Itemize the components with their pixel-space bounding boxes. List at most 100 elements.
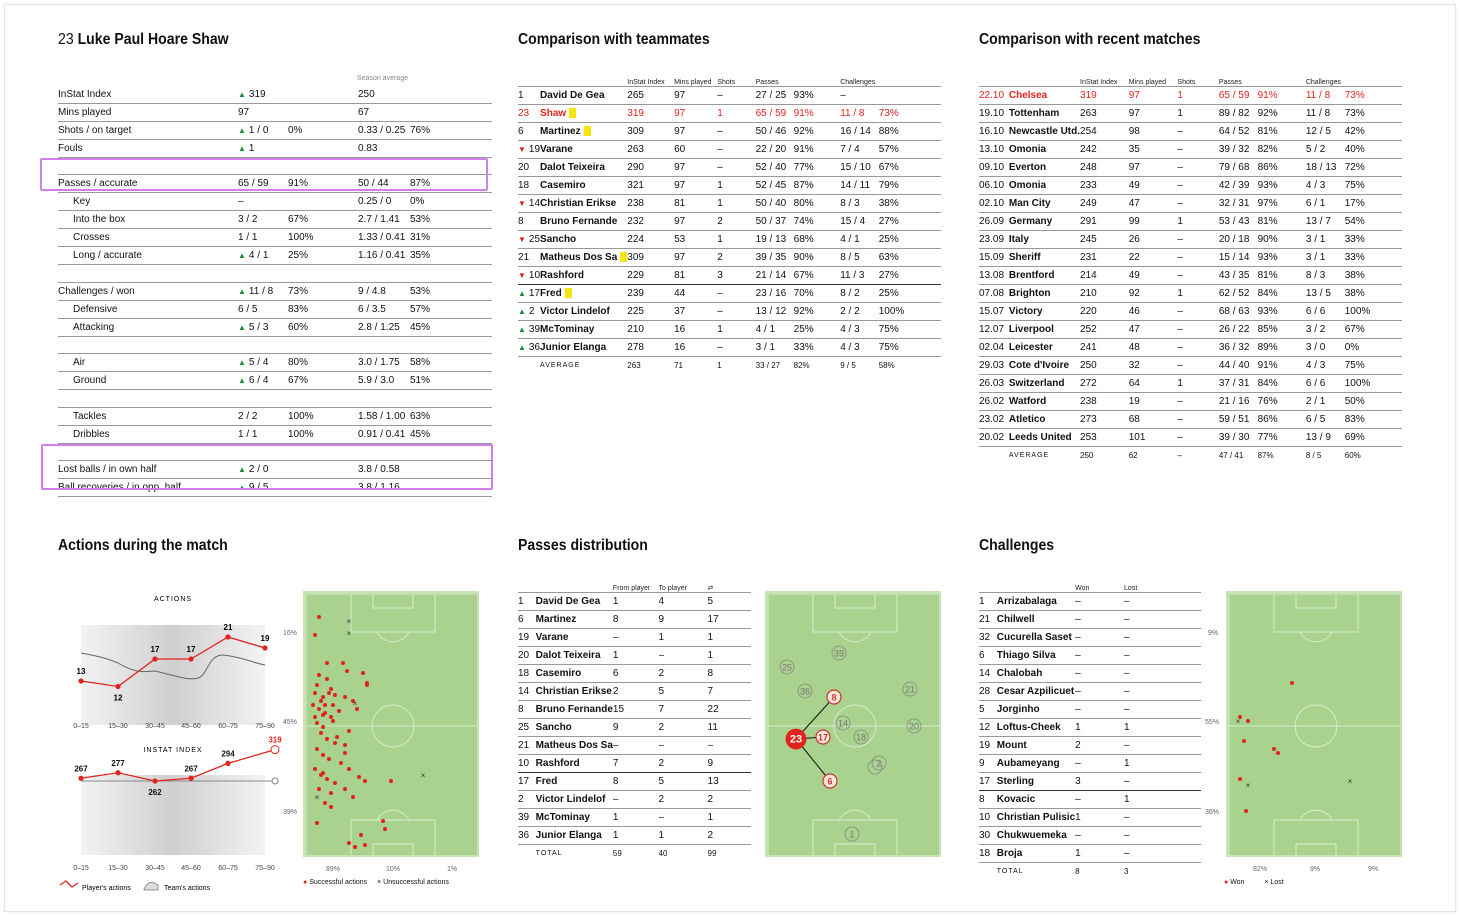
player-node-label: 23	[790, 734, 802, 746]
rc-ppct: 91%	[1257, 86, 1306, 105]
trend-down-icon: ▼	[518, 144, 526, 154]
stat-value: ▲ 4 / 1	[238, 246, 288, 266]
match-opponent: Newcastle Utd.	[1008, 122, 1081, 141]
successful-action-dot	[359, 833, 363, 837]
match-opponent: Germany	[1008, 212, 1081, 231]
player-name: Rashford	[535, 754, 613, 773]
rc-h-ppct	[1257, 75, 1306, 87]
match-row: 15.07 Victory 220 46–68 / 63 93% 6 / 6 100%	[979, 302, 1402, 321]
stat-avg: 9 / 4.8	[358, 282, 410, 301]
rc-mins: 99	[1128, 212, 1178, 231]
stat-row: Passes / accurate 65 / 59 91% 50 / 44 87%	[58, 174, 492, 194]
rc-passes: 39 / 32	[1218, 140, 1258, 159]
rc-idx: 254	[1080, 122, 1129, 141]
successful-action-dot	[331, 719, 335, 723]
trend-down-icon: ▼	[518, 198, 526, 208]
lost-challenge-cross: ×	[1246, 781, 1251, 790]
challenges-pitch-label-mid: 55%	[1205, 719, 1220, 726]
rc-mins: 32	[1128, 356, 1178, 375]
recent-matches-table: InStat Index Mins played Shots Passes Challe…	[979, 75, 1402, 464]
successful-action-dot	[337, 709, 341, 713]
successful-action-dot	[343, 743, 347, 747]
rc-idx: 214	[1080, 266, 1129, 285]
pass-tot: 22	[707, 700, 751, 719]
player-name: Bruno Fernande	[540, 212, 628, 231]
rc-ch: 13 / 5	[1305, 284, 1345, 303]
center-circle	[371, 704, 415, 748]
player-name-text: McTominay	[540, 323, 595, 335]
tm-ppct: 90%	[793, 248, 841, 267]
player-number: ▼ 19	[518, 140, 541, 159]
arc-bottom	[376, 809, 410, 821]
opponent-name: Broja	[996, 844, 1076, 863]
match-date: 15.07	[979, 302, 1009, 321]
successful-action-dot	[333, 781, 337, 785]
rc-idx: 319	[1080, 86, 1129, 105]
pass-row: 6 Martinez 8 9 17	[518, 610, 751, 629]
tm-chpct: 73%	[878, 104, 941, 123]
player-name-text: Rashford	[540, 269, 584, 281]
index-value-label: 267	[184, 764, 198, 773]
rc-mins: 101	[1128, 428, 1178, 447]
successful-action-dot	[345, 669, 349, 673]
player-number: 17	[518, 772, 536, 791]
player-number: 14	[518, 682, 536, 701]
rc-ch: 11 / 8	[1305, 86, 1345, 105]
tm-mins: 97	[674, 212, 718, 231]
successful-action-dot	[325, 661, 329, 665]
tm-chpct: 57%	[878, 140, 941, 159]
arc-bottom	[838, 809, 872, 821]
teammate-row: ▲ 39 McTominay 210 16 1 4 / 1 25% 4 / 3 75%	[518, 320, 941, 339]
player-name-text: Dalot Teixeira	[540, 161, 605, 173]
player-actions-line	[80, 636, 266, 688]
tm-mins: 97	[674, 104, 718, 123]
passes-title: Passes distribution	[518, 537, 648, 554]
rc-chpct: 17%	[1344, 194, 1402, 213]
match-date: 29.03	[979, 356, 1009, 375]
tm-passes: 65 / 59	[755, 104, 794, 123]
rc-chpct: 33%	[1344, 230, 1402, 249]
rc-passes: 65 / 59	[1218, 86, 1258, 105]
tm-ppct: 25%	[793, 320, 841, 339]
match-date: 22.10	[979, 86, 1009, 105]
rc-ppct: 86%	[1257, 158, 1306, 177]
match-opponent: Watford	[1008, 392, 1081, 411]
match-opponent: Italy	[1008, 230, 1081, 249]
rc-mins: 46	[1128, 302, 1178, 321]
stat-avg-pct: 53%	[410, 282, 492, 301]
player-name: Dalot Teixeira	[540, 158, 628, 177]
tm-shots: –	[717, 338, 756, 357]
opponent-name: Cucurella Saset	[996, 628, 1076, 647]
successful-action-dot	[329, 687, 333, 691]
tm-mins: 16	[674, 338, 718, 357]
period-label: 45–60	[181, 865, 201, 872]
tm-passes: 52 / 45	[755, 176, 794, 195]
rc-mins: 19	[1128, 392, 1178, 411]
challenges-total-row: TOTAL 8 3	[979, 862, 1201, 880]
rc-ppct: 93%	[1257, 248, 1306, 267]
player-node-23	[785, 728, 807, 750]
rc-ch: 6 / 1	[1305, 194, 1345, 213]
pass-tot: 9	[707, 754, 751, 773]
penalty-box-top	[1273, 593, 1359, 633]
match-row: 22.10 Chelsea 319 97 1 65 / 59 91% 11 / 8 73%	[979, 86, 1402, 105]
stat-value: ▲ 6 / 4	[238, 371, 288, 391]
challenge-lost: –	[1124, 610, 1201, 629]
actions-value-label: 13	[77, 667, 86, 676]
successful-action-dot	[363, 843, 367, 847]
successful-action-dot	[321, 713, 325, 717]
rc-ch: 11 / 8	[1305, 104, 1345, 123]
teammate-row: 8 Bruno Fernande 232 97 2 50 / 37 74% 15 / 4 27%	[518, 212, 941, 231]
match-row: 02.10 Man City 249 47–32 / 31 97% 6 / 1 17%	[979, 194, 1402, 213]
player-number-text: 10	[528, 269, 541, 281]
tm-chpct: 27%	[878, 212, 941, 231]
actions-point	[188, 656, 194, 662]
tm-chpct	[878, 86, 941, 105]
rc-chpct: 75%	[1344, 356, 1402, 375]
trend-up-icon: ▲	[518, 306, 526, 316]
player-number: ▲ 2	[518, 302, 541, 321]
tm-chpct: 27%	[878, 266, 941, 285]
successful-action-dot	[331, 703, 335, 707]
stat-avg: 50 / 44	[358, 174, 410, 194]
tm-ch: 4 / 3	[840, 320, 879, 339]
